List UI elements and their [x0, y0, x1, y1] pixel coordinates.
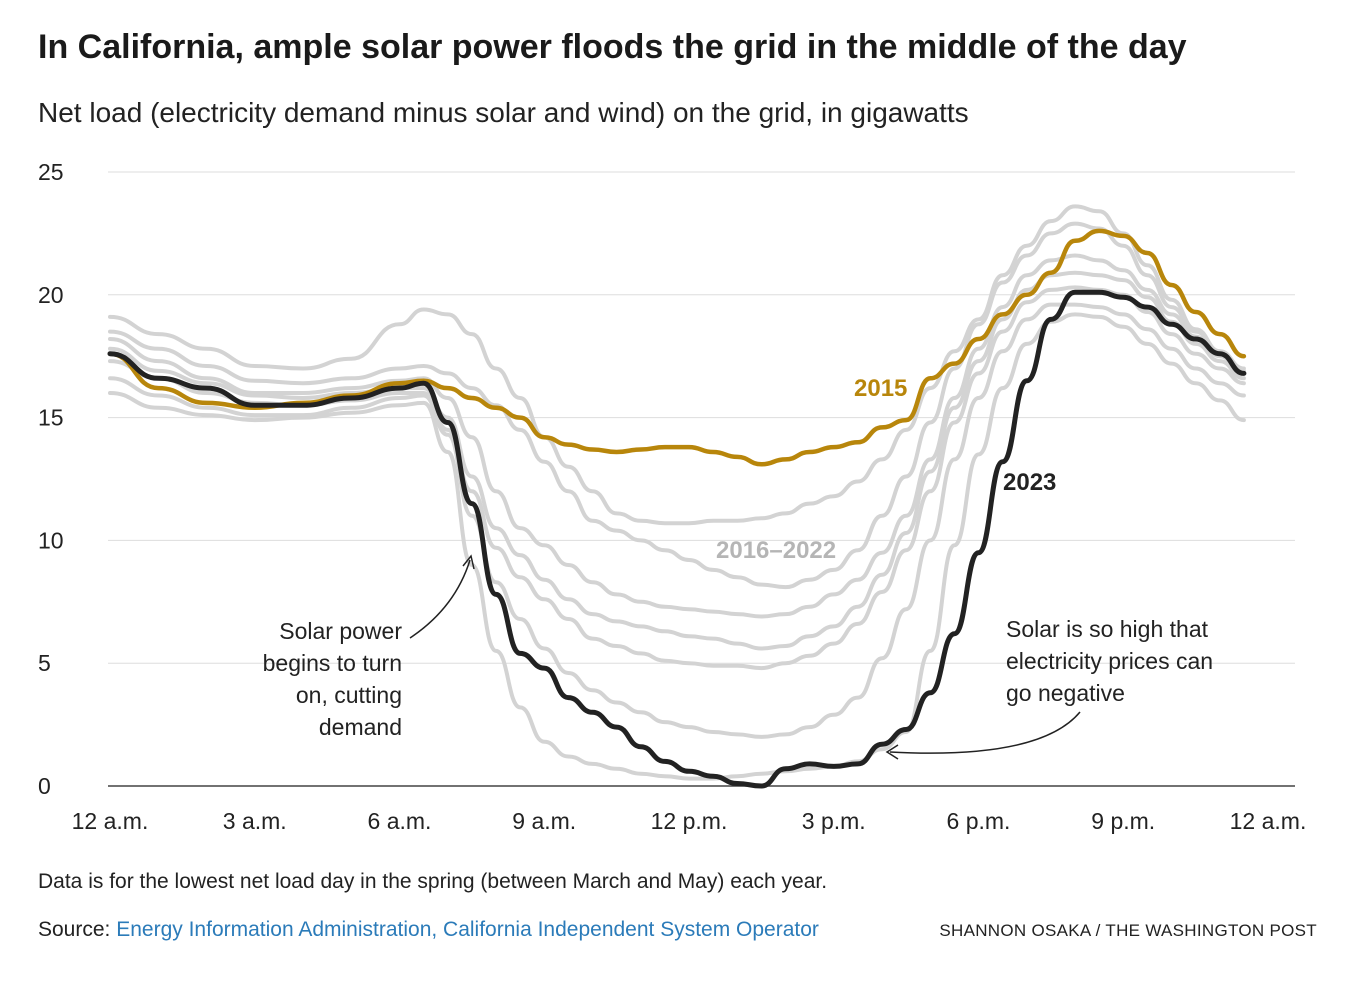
- series-line-other_5: [108, 285, 1246, 671]
- annotation-solar-on-line-1: Solar power: [279, 618, 402, 644]
- data-note: Data is for the lowest net load day in t…: [38, 870, 828, 893]
- annotation-solar-on-line-3: on, cutting: [296, 682, 402, 708]
- series-label-2015: 2015: [854, 375, 907, 402]
- series-label-2023: 2023: [1003, 469, 1056, 496]
- source-prefix: Source:: [38, 918, 117, 941]
- annotation-solar-on-line-4: demand: [319, 714, 402, 740]
- annotation-solar-on-arrowhead: [462, 554, 475, 570]
- series-line-other_2: [108, 221, 1246, 590]
- source-link[interactable]: Energy Information Administration, Calif…: [116, 918, 819, 941]
- annotations: 2015 2023 2016–2022 Solar power begins t…: [263, 375, 1213, 760]
- grid-lines: [108, 171, 1295, 787]
- y-tick-label-5: 5: [38, 650, 51, 676]
- annotation-negative-line-2: electricity prices can: [1006, 648, 1213, 674]
- x-tick-label-5: 3 p.m.: [802, 808, 866, 834]
- chart-title: In California, ample solar power floods …: [38, 28, 1187, 66]
- y-tick-label-0: 0: [38, 773, 51, 799]
- annotation-negative: Solar is so high that electricity prices…: [1006, 616, 1213, 706]
- x-tick-label-6: 6 p.m.: [947, 808, 1011, 834]
- annotation-negative-arrow: [889, 711, 1081, 754]
- chart-subtitle: Net load (electricity demand minus solar…: [38, 97, 969, 128]
- y-tick-label-10: 10: [38, 527, 64, 553]
- credit: SHANNON OSAKA / THE WASHINGTON POST: [939, 921, 1317, 940]
- y-tick-label-25: 25: [38, 159, 64, 185]
- x-tick-label-0: 12 a.m.: [72, 808, 149, 834]
- x-tick-label-2: 6 a.m.: [368, 808, 432, 834]
- series-lines: [107, 204, 1247, 789]
- series-label-2016-2022: 2016–2022: [716, 537, 836, 564]
- series-line-other_7: [108, 312, 1246, 781]
- series-line-2015: [107, 228, 1247, 467]
- annotation-solar-on: Solar power begins to turn on, cutting d…: [263, 618, 403, 740]
- y-tick-label-15: 15: [38, 405, 64, 431]
- y-tick-label-20: 20: [38, 282, 64, 308]
- y-axis-ticks: 0 5 10 15 20 25: [38, 159, 64, 799]
- x-tick-label-4: 12 p.m.: [651, 808, 728, 834]
- series-line-other_4: [108, 270, 1246, 651]
- x-tick-label-1: 3 a.m.: [223, 808, 287, 834]
- series-line-other_6: [108, 302, 1246, 739]
- series-line-2023: [107, 289, 1247, 789]
- net-load-line-chart: 0 5 10 15 20 25 12 a.m. 3 a.m. 6 a.m. 9 a.m. 12 p…: [38, 159, 1307, 834]
- x-tick-label-8: 12 a.m.: [1230, 808, 1307, 834]
- annotation-negative-arrowhead: [885, 744, 899, 760]
- source-line: Source: Energy Information Administratio…: [38, 918, 819, 942]
- series-line-other_1: [108, 204, 1246, 526]
- annotation-negative-line-1: Solar is so high that: [1006, 616, 1209, 642]
- series-line-other_3: [108, 253, 1246, 619]
- x-tick-label-3: 9 a.m.: [512, 808, 576, 834]
- annotation-negative-line-3: go negative: [1006, 680, 1125, 706]
- x-axis-ticks: 12 a.m. 3 a.m. 6 a.m. 9 a.m. 12 p.m. 3 p.m. 6 …: [72, 808, 1307, 834]
- x-tick-label-7: 9 p.m.: [1091, 808, 1155, 834]
- annotation-solar-on-arrow: [409, 559, 471, 639]
- annotation-solar-on-line-2: begins to turn: [263, 650, 402, 676]
